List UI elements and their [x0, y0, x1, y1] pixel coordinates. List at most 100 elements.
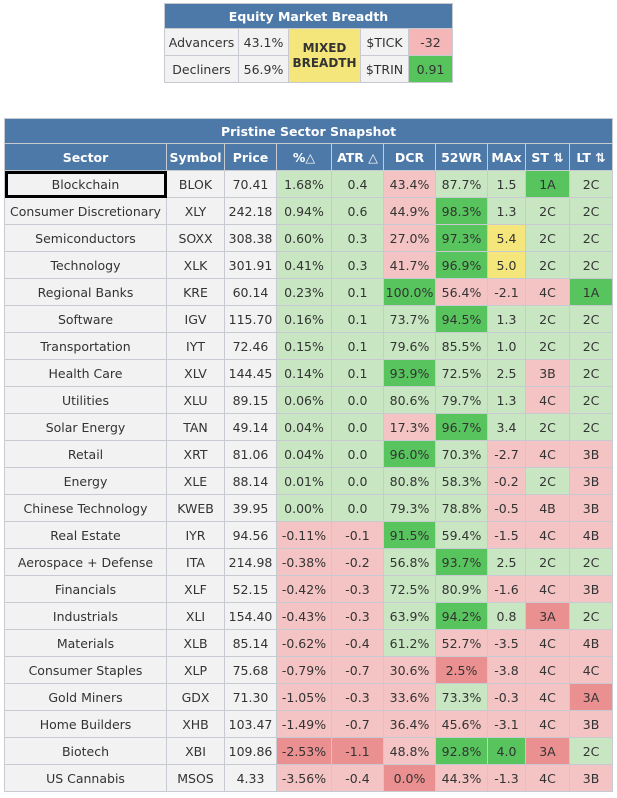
table-row: Blockchain BLOK 70.41 1.68% 0.4 43.4% 87.7% 1.5…	[4, 170, 614, 198]
table-row: Financials XLF 52.15 -0.42% -0.3 72.5% 80.9% -1…	[4, 575, 614, 603]
price: 301.91	[224, 251, 277, 279]
lt-stage: 4C	[568, 656, 614, 684]
st-stage: 4C	[525, 656, 570, 684]
symbol: XLB	[166, 629, 225, 657]
column-header-st-sort[interactable]: ST ⇅	[525, 143, 570, 171]
symbol: KRE	[166, 278, 225, 306]
dcr: 91.5%	[383, 521, 436, 549]
st-stage: 4C	[525, 386, 570, 414]
atr-change: -0.4	[331, 764, 384, 792]
52wr: 59.4%	[435, 521, 488, 549]
pct-change: -3.56%	[276, 764, 332, 792]
sector-name: Health Care	[4, 359, 167, 387]
52wr: 96.9%	[435, 251, 488, 279]
max: -3.8	[487, 656, 526, 684]
atr-change: -0.4	[331, 629, 384, 657]
pct-change: -0.43%	[276, 602, 332, 630]
atr-change: -1.1	[331, 737, 384, 765]
sector-name: Transportation	[4, 332, 167, 360]
price: 49.14	[224, 413, 277, 441]
symbol: KWEB	[166, 494, 225, 522]
max: -3.1	[487, 710, 526, 738]
dcr: 56.8%	[383, 548, 436, 576]
atr-change: 0.1	[331, 332, 384, 360]
52wr: 52.7%	[435, 629, 488, 657]
52wr: 97.3%	[435, 224, 488, 252]
52wr: 96.7%	[435, 413, 488, 441]
table-row: Health Care XLV 144.45 0.14% 0.1 93.9% 72.5% 2.…	[4, 359, 614, 387]
table-row: Real Estate IYR 94.56 -0.11% -0.1 91.5% 59.4% -…	[4, 521, 614, 549]
atr-change: -0.7	[331, 656, 384, 684]
table-row: Retail XRT 81.06 0.04% 0.0 96.0% 70.3% -2.7 4C 3B	[4, 440, 614, 468]
atr-change: 0.0	[331, 413, 384, 441]
pct-change: -0.11%	[276, 521, 332, 549]
pct-change: 0.41%	[276, 251, 332, 279]
price: 154.40	[224, 602, 277, 630]
table-row: Energy XLE 88.14 0.01% 0.0 80.8% 58.3% -0.2 2C 3B	[4, 467, 614, 495]
sector-name: Materials	[4, 629, 167, 657]
st-stage: 1A	[525, 170, 570, 198]
max: 3.4	[487, 413, 526, 441]
pct-change: -0.79%	[276, 656, 332, 684]
max: -0.2	[487, 467, 526, 495]
dcr: 80.8%	[383, 467, 436, 495]
pct-change: 0.04%	[276, 440, 332, 468]
lt-stage: 3B	[568, 467, 614, 495]
dcr: 0.0%	[383, 764, 436, 792]
atr-change: 0.0	[331, 467, 384, 495]
table-row: Chinese Technology KWEB 39.95 0.00% 0.0 79.3%…	[4, 494, 614, 522]
price: 4.33	[224, 764, 277, 792]
lt-stage: 2C	[568, 602, 614, 630]
table-row: Aerospace + Defense ITA 214.98 -0.38% -0.2 56…	[4, 548, 614, 576]
sector-name: Financials	[4, 575, 167, 603]
dcr: 72.5%	[383, 575, 436, 603]
pct-change: 0.06%	[276, 386, 332, 414]
sector-name: Software	[4, 305, 167, 333]
symbol: XLE	[166, 467, 225, 495]
price: 214.98	[224, 548, 277, 576]
sector-name: Retail	[4, 440, 167, 468]
table-row: Biotech XBI 109.86 -2.53% -1.1 48.8% 92.8% 4.0 3…	[4, 737, 614, 765]
dcr: 93.9%	[383, 359, 436, 387]
atr-change: -0.3	[331, 575, 384, 603]
lt-stage: 1A	[568, 278, 614, 306]
max: 1.0	[487, 332, 526, 360]
column-header-lt-sort[interactable]: LT ⇅	[568, 143, 614, 171]
symbol: IYT	[166, 332, 225, 360]
table-row: Regional Banks KRE 60.14 0.23% 0.1 100.0% 56.4…	[4, 278, 614, 306]
lt-stage: 2C	[568, 332, 614, 360]
dcr: 41.7%	[383, 251, 436, 279]
table-row: Semiconductors SOXX 308.38 0.60% 0.3 27.0% 97.…	[4, 224, 614, 252]
sector-name: Industrials	[4, 602, 167, 630]
symbol: XRT	[166, 440, 225, 468]
pct-change: 0.60%	[276, 224, 332, 252]
symbol: IYR	[166, 521, 225, 549]
advancers-label: Advancers	[164, 28, 239, 56]
table-row: Transportation IYT 72.46 0.15% 0.1 79.6% 85.5%…	[4, 332, 614, 360]
symbol: BLOK	[166, 170, 225, 198]
column-header-sector: Sector	[4, 143, 167, 171]
table-row: Consumer Staples XLP 75.68 -0.79% -0.7 30.6% 2…	[4, 656, 614, 684]
column-header-52wr: 52WR	[435, 143, 488, 171]
sector-name: Blockchain	[4, 170, 167, 198]
atr-change: 0.1	[331, 305, 384, 333]
52wr: 70.3%	[435, 440, 488, 468]
max: 1.3	[487, 197, 526, 225]
sector-name: Real Estate	[4, 521, 167, 549]
dcr: 61.2%	[383, 629, 436, 657]
atr-change: 0.0	[331, 494, 384, 522]
pct-change: 0.14%	[276, 359, 332, 387]
price: 71.30	[224, 683, 277, 711]
price: 39.95	[224, 494, 277, 522]
max: -0.5	[487, 494, 526, 522]
st-stage: 2C	[525, 548, 570, 576]
st-stage: 3A	[525, 602, 570, 630]
decliners-label: Decliners	[164, 55, 239, 83]
lt-stage: 2C	[568, 413, 614, 441]
trin-label: $TRIN	[360, 55, 409, 83]
price: 242.18	[224, 197, 277, 225]
dcr: 63.9%	[383, 602, 436, 630]
max: 1.5	[487, 170, 526, 198]
sector-name: Consumer Staples	[4, 656, 167, 684]
column-header-max: MAx	[487, 143, 526, 171]
